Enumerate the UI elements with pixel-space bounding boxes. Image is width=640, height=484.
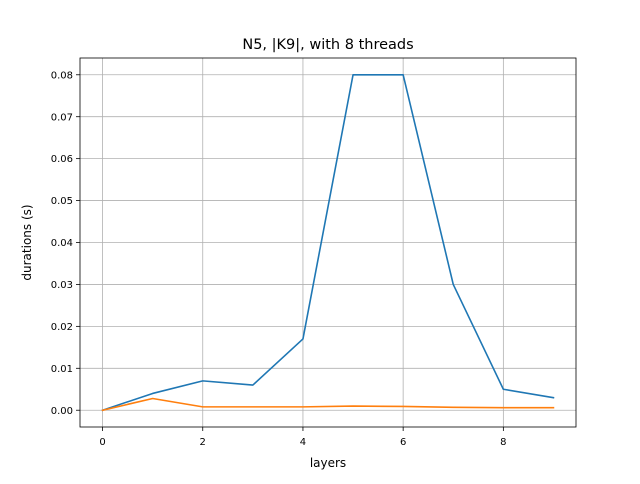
x-tick-label: 6 xyxy=(400,437,406,448)
y-tick-label: 0.00 xyxy=(51,406,73,417)
y-tick-label: 0.04 xyxy=(51,238,73,249)
y-tick-label: 0.06 xyxy=(51,154,73,165)
x-tick-label: 2 xyxy=(200,437,206,448)
chart-title: N5, |K9|, with 8 threads xyxy=(242,37,413,53)
y-tick-label: 0.01 xyxy=(51,364,73,375)
y-tick-label: 0.02 xyxy=(51,322,73,333)
x-tick-label: 4 xyxy=(300,437,306,448)
x-tick-label: 0 xyxy=(99,437,105,448)
y-tick-label: 0.05 xyxy=(51,196,73,207)
y-tick-label: 0.03 xyxy=(51,280,73,291)
y-tick-label: 0.08 xyxy=(51,70,73,81)
y-tick-label: 0.07 xyxy=(51,112,73,123)
x-tick-label: 8 xyxy=(500,437,506,448)
x-axis-label: layers xyxy=(310,456,346,470)
y-axis-label: durations (s) xyxy=(20,204,34,280)
